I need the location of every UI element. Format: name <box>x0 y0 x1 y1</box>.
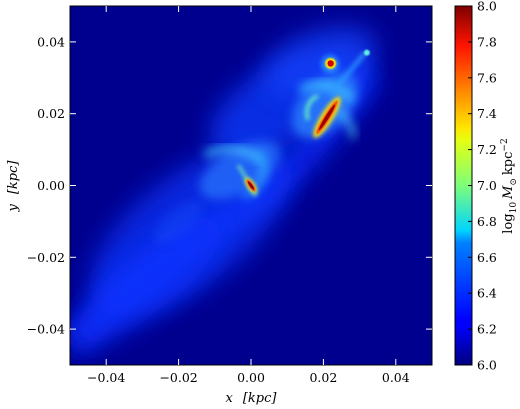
colorbar-tick-label: 6.8 <box>477 214 497 229</box>
colorbar-label: log10 M⊙ kpc−2 <box>500 138 519 233</box>
colorbar-ticks: 6.0 6.2 6.4 6.6 6.8 7.0 7.2 7.4 7.6 7.8 8.0 <box>468 0 497 373</box>
compact-clump-mark <box>325 57 337 69</box>
colorbar-label-unit: kpc <box>501 152 516 175</box>
y-tick-label: −0.02 <box>27 250 65 265</box>
colorbar-label-sub: 10 <box>509 202 519 214</box>
colorbar-tick-label: 7.8 <box>477 34 497 49</box>
central-core-mark <box>245 177 257 194</box>
features <box>154 49 370 243</box>
x-tick-label: 0.00 <box>237 370 265 385</box>
small-knot-mark <box>363 49 370 56</box>
colorbar-tick-label: 6.4 <box>477 286 497 301</box>
colorbar-tick-label: 7.6 <box>477 70 497 85</box>
x-tick-label: −0.02 <box>159 370 197 385</box>
colorbar-tick-label: 6.2 <box>477 322 497 337</box>
colorbar-label-sun: ⊙ <box>509 178 519 186</box>
x-tick-label: 0.04 <box>382 370 410 385</box>
x-axis-var: x <box>226 391 234 406</box>
x-axis-unit: [kpc] <box>243 391 278 406</box>
y-axis-var: y <box>6 203 21 212</box>
x-tick-label: 0.02 <box>309 370 337 385</box>
y-tick-label: −0.04 <box>27 322 65 337</box>
colorbar <box>455 6 472 365</box>
y-axis-label: y [kpc] <box>6 160 21 213</box>
y-tick-label: 0.02 <box>37 106 65 121</box>
diffuse-stream-mark <box>154 200 203 243</box>
x-axis-ticks: −0.04 −0.02 0.00 0.02 0.04 <box>87 6 410 385</box>
colorbar-label-prefix: log <box>501 213 516 233</box>
y-tick-label: 0.04 <box>37 34 65 49</box>
colorbar-label-var: M <box>501 185 516 200</box>
colorbar-tick-label: 6.6 <box>477 250 497 265</box>
y-axis-ticks: −0.04 −0.02 0.00 0.02 0.04 <box>27 34 432 337</box>
x-tick-label: −0.04 <box>87 370 125 385</box>
colorbar-tick-label: 8.0 <box>477 0 497 14</box>
y-axis-unit: [kpc] <box>6 160 21 195</box>
colorbar-tick-label: 7.0 <box>477 178 497 193</box>
secondary-core-mark <box>313 96 341 138</box>
density-field <box>70 25 380 360</box>
colorbar-tick-label: 6.0 <box>477 358 497 373</box>
colorbar-tick-label: 7.4 <box>477 106 497 121</box>
y-tick-label: 0.00 <box>37 178 65 193</box>
colorbar-tick-label: 7.2 <box>477 142 497 157</box>
x-axis-label: x [kpc] <box>226 391 278 406</box>
colorbar-label-exp: −2 <box>500 138 510 151</box>
